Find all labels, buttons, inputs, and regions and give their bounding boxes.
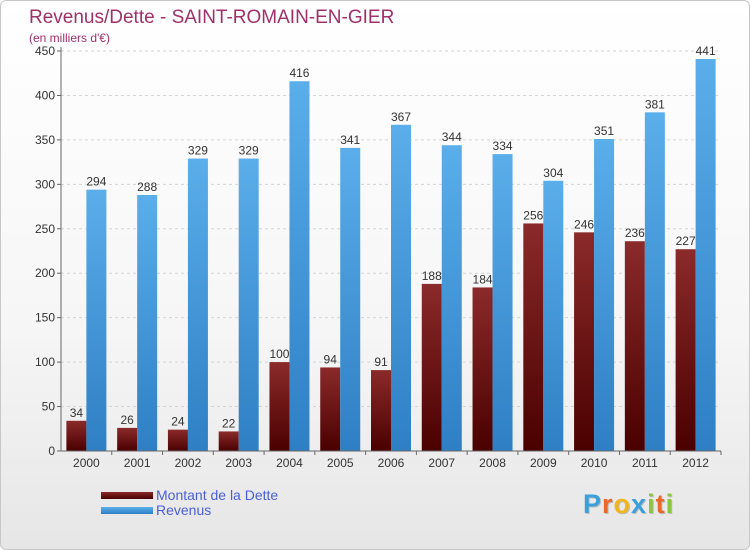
data-label-debt-2008: 184 bbox=[473, 272, 493, 286]
x-tick-label-2000: 2000 bbox=[73, 456, 100, 470]
data-label-revenue-2001: 288 bbox=[137, 180, 157, 194]
data-label-revenue-2004: 416 bbox=[289, 66, 309, 80]
bar-debt-2001 bbox=[117, 427, 138, 451]
data-label-debt-2011: 236 bbox=[625, 226, 645, 240]
bar-revenue-2000 bbox=[86, 189, 107, 451]
bar-revenue-2007 bbox=[441, 145, 462, 451]
data-label-revenue-2011: 381 bbox=[645, 97, 665, 111]
bar-debt-2009 bbox=[523, 223, 544, 451]
data-label-revenue-2010: 351 bbox=[594, 124, 614, 138]
bar-debt-2005 bbox=[320, 367, 341, 451]
logo-letter: x bbox=[631, 489, 648, 519]
x-tick-label-2001: 2001 bbox=[124, 456, 151, 470]
data-label-debt-2006: 91 bbox=[374, 355, 388, 369]
bar-revenue-2006 bbox=[391, 124, 411, 452]
x-tick-label-2010: 2010 bbox=[581, 456, 608, 470]
data-labels: 34 294 26 288 24 329 22 329 100 416 94 341 91 367 188 3… bbox=[70, 44, 716, 430]
bar-revenue-2005 bbox=[340, 147, 361, 451]
data-label-debt-2003: 22 bbox=[222, 416, 236, 430]
x-tick-label-2012: 2012 bbox=[682, 456, 709, 470]
bar-revenue-2011 bbox=[644, 112, 665, 451]
bar-revenue-2002 bbox=[187, 158, 208, 452]
logo-letter: r bbox=[602, 489, 614, 519]
legend-item-revenue: Revenus bbox=[101, 503, 278, 518]
data-label-debt-2000: 34 bbox=[70, 406, 84, 420]
data-label-revenue-2009: 304 bbox=[543, 166, 563, 180]
y-tick-label: 150 bbox=[35, 311, 55, 325]
bar-debt-2002 bbox=[167, 429, 188, 451]
y-tick-label: 300 bbox=[35, 177, 55, 191]
bar-debt-2003 bbox=[218, 431, 239, 451]
y-tick-label: 0 bbox=[48, 444, 55, 458]
x-tick-label-2008: 2008 bbox=[479, 456, 506, 470]
bar-debt-2008 bbox=[472, 287, 493, 451]
data-label-revenue-2006: 367 bbox=[391, 110, 411, 124]
y-tick-label: 250 bbox=[35, 222, 55, 236]
legend-label-revenue: Revenus bbox=[156, 502, 212, 518]
data-label-revenue-2003: 329 bbox=[239, 144, 259, 158]
logo-letter: o bbox=[613, 489, 632, 519]
bar-debt-2007 bbox=[421, 283, 442, 451]
data-label-debt-2010: 246 bbox=[574, 217, 594, 231]
bar-debt-2000 bbox=[66, 420, 87, 451]
legend-swatch-revenue bbox=[101, 507, 153, 514]
data-label-debt-2005: 94 bbox=[324, 352, 338, 366]
bar-revenue-2010 bbox=[594, 139, 615, 451]
data-label-revenue-2002: 329 bbox=[188, 144, 208, 158]
bar-revenue-2009 bbox=[543, 180, 564, 451]
data-label-revenue-2012: 441 bbox=[696, 44, 716, 58]
bar-debt-2004 bbox=[269, 362, 290, 451]
data-label-revenue-2000: 294 bbox=[86, 175, 106, 189]
proxiti-logo: Proxiti bbox=[583, 489, 674, 520]
x-tick-label-2005: 2005 bbox=[327, 456, 354, 470]
x-tick-label-2004: 2004 bbox=[276, 456, 303, 470]
legend-label-debt: Montant de la Dette bbox=[156, 487, 279, 503]
data-label-debt-2001: 26 bbox=[120, 413, 134, 427]
data-label-debt-2002: 24 bbox=[171, 415, 185, 429]
bar-debt-2012 bbox=[675, 249, 696, 451]
x-tick-label-2003: 2003 bbox=[225, 456, 252, 470]
bar-revenue-2012 bbox=[695, 59, 716, 451]
logo-letter: P bbox=[583, 489, 603, 519]
data-label-revenue-2008: 334 bbox=[493, 139, 513, 153]
axes: 0 50 100 150 200 250 300 350 400 450 2000 2001 2002 2… bbox=[35, 44, 722, 470]
x-tick-label-2011: 2011 bbox=[632, 456, 658, 470]
bar-revenue-2001 bbox=[137, 195, 158, 451]
x-tick-label-2007: 2007 bbox=[428, 456, 455, 470]
bar-revenue-2008 bbox=[492, 154, 513, 451]
bar-debt-2010 bbox=[574, 232, 595, 451]
y-tick-label: 50 bbox=[42, 400, 56, 414]
logo-letter: i bbox=[665, 489, 675, 519]
legend-swatch-debt bbox=[101, 492, 153, 499]
legend-item-debt: Montant de la Dette bbox=[101, 488, 278, 503]
y-tick-label: 450 bbox=[35, 44, 55, 58]
x-tick-label-2002: 2002 bbox=[175, 456, 202, 470]
data-label-debt-2007: 188 bbox=[422, 269, 442, 283]
bar-revenue-2004 bbox=[289, 81, 310, 451]
y-tick-label: 400 bbox=[35, 88, 55, 102]
data-label-debt-2009: 256 bbox=[523, 208, 543, 222]
chart-subtitle: (en milliers d'€) bbox=[29, 31, 110, 45]
x-tick-label-2006: 2006 bbox=[378, 456, 405, 470]
y-tick-label: 100 bbox=[35, 355, 55, 369]
bar-debt-2011 bbox=[624, 241, 645, 451]
bar-revenue-2003 bbox=[238, 158, 259, 452]
data-label-debt-2012: 227 bbox=[676, 234, 696, 248]
data-label-debt-2004: 100 bbox=[269, 347, 289, 361]
x-tick-label-2009: 2009 bbox=[530, 456, 557, 470]
data-label-revenue-2005: 341 bbox=[340, 133, 360, 147]
logo-letter: t bbox=[655, 489, 666, 519]
y-tick-label: 200 bbox=[35, 266, 55, 280]
legend: Montant de la Dette Revenus bbox=[101, 488, 278, 518]
y-tick-label: 350 bbox=[35, 133, 55, 147]
bar-debt-2006 bbox=[371, 370, 391, 451]
chart-title: Revenus/Dette - SAINT-ROMAIN-EN-GIER bbox=[29, 7, 395, 28]
bars bbox=[66, 59, 716, 452]
logo-letter: i bbox=[647, 489, 656, 519]
data-label-revenue-2007: 344 bbox=[442, 130, 462, 144]
